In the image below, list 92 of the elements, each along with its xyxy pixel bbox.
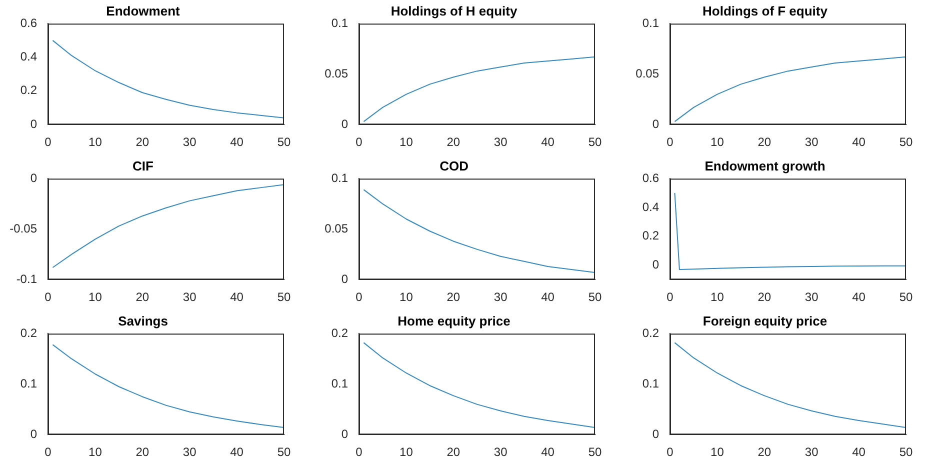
x-tick-label: 20 — [446, 445, 460, 460]
chart-title: Endowment growth — [704, 158, 826, 174]
x-tick-label: 10 — [710, 445, 724, 460]
x-tick-label: 30 — [182, 290, 197, 304]
x-tick-label: 30 — [804, 135, 819, 150]
x-tick-label: 10 — [710, 290, 724, 304]
x-tick-label: 30 — [494, 445, 508, 460]
x-tick-label: 0 — [356, 290, 363, 304]
y-tick-label: 0.2 — [331, 326, 348, 340]
x-tick-label: 10 — [88, 135, 102, 150]
x-tick-label: 50 — [899, 135, 913, 150]
x-tick-label: 30 — [494, 290, 508, 304]
y-tick-label: 0.4 — [642, 200, 660, 214]
x-tick-label: 50 — [588, 445, 602, 460]
chart-title: Foreign equity price — [702, 313, 828, 328]
x-tick-label: 50 — [277, 445, 291, 460]
x-tick-label: 0 — [44, 290, 52, 304]
x-tick-label: 50 — [277, 290, 291, 304]
x-tick-label: 10 — [88, 445, 102, 460]
y-tick-label: 0 — [652, 257, 660, 272]
x-tick-label: 10 — [88, 290, 102, 304]
x-tick-label: 0 — [356, 445, 363, 460]
x-tick-label: 0 — [666, 290, 674, 304]
y-tick-label: 0.4 — [20, 50, 38, 64]
y-tick-label: 0.1 — [331, 16, 348, 30]
y-tick-label: 0 — [652, 426, 660, 441]
x-tick-label: 10 — [400, 135, 414, 150]
y-tick-label: 0.2 — [642, 326, 660, 340]
y-tick-label: 0.6 — [20, 16, 38, 30]
x-tick-label: 50 — [899, 290, 913, 304]
x-tick-label: 0 — [666, 135, 674, 150]
y-tick-label: 0.05 — [324, 66, 348, 80]
x-tick-label: 0 — [44, 445, 52, 460]
x-tick-label: 0 — [44, 135, 52, 150]
y-tick-label: 0.2 — [20, 83, 38, 98]
x-tick-label: 40 — [541, 445, 555, 460]
y-tick-label: 0 — [341, 116, 348, 131]
chart-title: Holdings of H equity — [390, 3, 518, 18]
y-tick-label: 0.2 — [20, 326, 38, 340]
x-tick-label: 40 — [230, 290, 244, 304]
y-tick-label: 0 — [652, 116, 660, 131]
y-tick-label: 0.1 — [20, 376, 38, 390]
x-tick-label: 10 — [710, 135, 724, 150]
x-tick-label: 20 — [446, 135, 460, 150]
y-tick-label: 0.2 — [642, 228, 660, 243]
y-tick-label: 0 — [341, 426, 348, 441]
x-tick-label: 20 — [758, 290, 772, 304]
x-tick-label: 30 — [494, 135, 508, 150]
x-tick-label: 20 — [758, 135, 772, 150]
chart-title: COD — [440, 158, 468, 174]
x-tick-label: 40 — [852, 445, 866, 460]
y-tick-label: 0.6 — [642, 170, 660, 185]
x-tick-label: 50 — [277, 135, 291, 150]
x-tick-label: 30 — [804, 290, 819, 304]
y-tick-label: 0.1 — [642, 16, 660, 30]
x-tick-label: 20 — [446, 290, 460, 304]
x-tick-label: 30 — [182, 135, 197, 150]
x-tick-label: 0 — [666, 445, 674, 460]
y-tick-label: 0 — [30, 116, 38, 131]
chart-title: Holdings of F equity — [702, 3, 828, 18]
x-tick-label: 50 — [588, 290, 602, 304]
x-tick-label: 50 — [899, 445, 913, 460]
x-tick-label: 0 — [356, 135, 363, 150]
y-tick-label: 0.1 — [331, 170, 348, 185]
y-tick-label: 0 — [30, 170, 38, 185]
x-tick-label: 10 — [400, 290, 414, 304]
chart-title: Home equity price — [398, 313, 510, 328]
x-tick-label: 30 — [182, 445, 197, 460]
x-tick-label: 20 — [136, 135, 150, 150]
y-tick-label: 0.1 — [331, 376, 348, 390]
x-tick-label: 20 — [758, 445, 772, 460]
x-tick-label: 40 — [541, 135, 555, 150]
x-tick-label: 40 — [230, 135, 244, 150]
y-tick-label: 0.05 — [324, 221, 348, 236]
x-tick-label: 20 — [136, 290, 150, 304]
y-tick-label: 0.05 — [636, 66, 660, 80]
y-tick-label: -0.05 — [10, 221, 38, 236]
y-tick-label: -0.1 — [16, 272, 38, 286]
x-tick-label: 10 — [400, 445, 414, 460]
chart-title: Savings — [118, 313, 168, 328]
x-tick-label: 30 — [804, 445, 819, 460]
x-tick-label: 40 — [230, 445, 244, 460]
x-tick-label: 20 — [136, 445, 150, 460]
y-tick-label: 0 — [341, 272, 348, 286]
x-tick-label: 40 — [852, 135, 866, 150]
x-tick-label: 40 — [852, 290, 866, 304]
x-tick-label: 40 — [541, 290, 555, 304]
chart-title: CIF — [132, 158, 154, 174]
y-tick-label: 0.1 — [642, 376, 660, 390]
y-tick-label: 0 — [30, 426, 38, 441]
chart-title: Endowment — [106, 3, 180, 18]
x-tick-label: 50 — [588, 135, 602, 150]
